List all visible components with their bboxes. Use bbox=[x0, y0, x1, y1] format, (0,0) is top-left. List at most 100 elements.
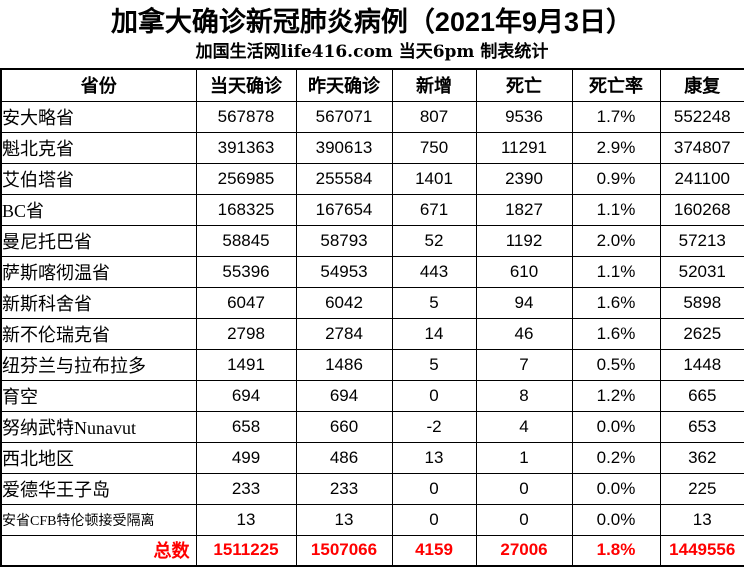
value-cell: 1.1% bbox=[571, 193, 661, 226]
value-cell: 27006 bbox=[475, 534, 573, 567]
table-row: 安大略省 567878 567071 807 9536 1.7% 552248 bbox=[0, 100, 744, 133]
table-row: 育空 694 694 0 8 1.2% 665 bbox=[0, 379, 744, 412]
value-cell: 1192 bbox=[475, 224, 573, 257]
column-header: 新增 bbox=[391, 68, 477, 102]
value-cell: 0.0% bbox=[571, 472, 661, 505]
value-cell: 52 bbox=[391, 224, 477, 257]
value-cell: 4159 bbox=[391, 534, 477, 567]
value-cell: 362 bbox=[659, 441, 744, 474]
table-row: 新斯科舍省 6047 6042 5 94 1.6% 5898 bbox=[0, 286, 744, 319]
value-cell: 6042 bbox=[295, 286, 393, 319]
value-cell: 0 bbox=[391, 503, 477, 536]
column-header: 昨天确诊 bbox=[295, 68, 393, 102]
value-cell: 0 bbox=[475, 472, 573, 505]
table-row: 新不伦瑞克省 2798 2784 14 46 1.6% 2625 bbox=[0, 317, 744, 350]
value-cell: 233 bbox=[295, 472, 393, 505]
province-cell: 新不伦瑞克省 bbox=[0, 317, 197, 350]
value-cell: -2 bbox=[391, 410, 477, 443]
province-cell: 安大略省 bbox=[0, 100, 197, 133]
table-row: 西北地区 499 486 13 1 0.2% 362 bbox=[0, 441, 744, 474]
column-header: 省份 bbox=[0, 68, 197, 102]
value-cell: 255584 bbox=[295, 162, 393, 195]
value-cell: 256985 bbox=[195, 162, 297, 195]
table-row: 魁北克省 391363 390613 750 11291 2.9% 374807 bbox=[0, 131, 744, 164]
table-row: 萨斯喀彻温省 55396 54953 443 610 1.1% 52031 bbox=[0, 255, 744, 288]
value-cell: 54953 bbox=[295, 255, 393, 288]
value-cell: 2784 bbox=[295, 317, 393, 350]
value-cell: 0 bbox=[475, 503, 573, 536]
value-cell: 750 bbox=[391, 131, 477, 164]
table-body: 安大略省 567878 567071 807 9536 1.7% 552248 魁北克省 391… bbox=[0, 100, 744, 567]
value-cell: 13 bbox=[195, 503, 297, 536]
value-cell: 1.2% bbox=[571, 379, 661, 412]
value-cell: 241100 bbox=[659, 162, 744, 195]
value-cell: 94 bbox=[475, 286, 573, 319]
value-cell: 0.9% bbox=[571, 162, 661, 195]
value-cell: 694 bbox=[195, 379, 297, 412]
value-cell: 374807 bbox=[659, 131, 744, 164]
value-cell: 2.9% bbox=[571, 131, 661, 164]
value-cell: 9536 bbox=[475, 100, 573, 133]
province-cell: 西北地区 bbox=[0, 441, 197, 474]
value-cell: 5 bbox=[391, 348, 477, 381]
covid-stats-table: 省份 当天确诊 昨天确诊 新增 死亡 死亡率 康复 安大略省 567878 567071 807 9… bbox=[0, 68, 744, 567]
table-row: 努纳武特Nunavut 658 660 -2 4 0.0% 653 bbox=[0, 410, 744, 443]
value-cell: 390613 bbox=[295, 131, 393, 164]
value-cell: 1827 bbox=[475, 193, 573, 226]
value-cell: 57213 bbox=[659, 224, 744, 257]
province-cell: 纽芬兰与拉布拉多 bbox=[0, 348, 197, 381]
value-cell: 665 bbox=[659, 379, 744, 412]
value-cell: 1.1% bbox=[571, 255, 661, 288]
value-cell: 168325 bbox=[195, 193, 297, 226]
value-cell: 1449556 bbox=[659, 534, 744, 567]
province-cell: 育空 bbox=[0, 379, 197, 412]
value-cell: 13 bbox=[659, 503, 744, 536]
value-cell: 5 bbox=[391, 286, 477, 319]
value-cell: 233 bbox=[195, 472, 297, 505]
value-cell: 5898 bbox=[659, 286, 744, 319]
province-cell: 曼尼托巴省 bbox=[0, 224, 197, 257]
value-cell: 567878 bbox=[195, 100, 297, 133]
value-cell: 14 bbox=[391, 317, 477, 350]
header-row: 省份 当天确诊 昨天确诊 新增 死亡 死亡率 康复 bbox=[0, 68, 744, 102]
value-cell: 1.6% bbox=[571, 286, 661, 319]
value-cell: 0 bbox=[391, 472, 477, 505]
province-cell: 萨斯喀彻温省 bbox=[0, 255, 197, 288]
value-cell: 160268 bbox=[659, 193, 744, 226]
value-cell: 567071 bbox=[295, 100, 393, 133]
province-cell: 新斯科舍省 bbox=[0, 286, 197, 319]
province-cell: 努纳武特Nunavut bbox=[0, 410, 197, 443]
table-row: 安省CFB特伦顿接受隔离 13 13 0 0 0.0% 13 bbox=[0, 503, 744, 536]
value-cell: 6047 bbox=[195, 286, 297, 319]
value-cell: 58845 bbox=[195, 224, 297, 257]
page-title: 加拿大确诊新冠肺炎病例（2021年9月3日） bbox=[110, 7, 634, 37]
table-row: BC省 168325 167654 671 1827 1.1% 160268 bbox=[0, 193, 744, 226]
table-row: 艾伯塔省 256985 255584 1401 2390 0.9% 241100 bbox=[0, 162, 744, 195]
value-cell: 610 bbox=[475, 255, 573, 288]
value-cell: 8 bbox=[475, 379, 573, 412]
value-cell: 0.5% bbox=[571, 348, 661, 381]
value-cell: 4 bbox=[475, 410, 573, 443]
value-cell: 55396 bbox=[195, 255, 297, 288]
value-cell: 0.0% bbox=[571, 503, 661, 536]
value-cell: 1401 bbox=[391, 162, 477, 195]
total-row: 总数 1511225 1507066 4159 27006 1.8% 1449556 bbox=[0, 534, 744, 567]
table-header: 省份 当天确诊 昨天确诊 新增 死亡 死亡率 康复 bbox=[0, 68, 744, 102]
value-cell: 0.0% bbox=[571, 410, 661, 443]
value-cell: 13 bbox=[295, 503, 393, 536]
value-cell: 1 bbox=[475, 441, 573, 474]
value-cell: 58793 bbox=[295, 224, 393, 257]
value-cell: 46 bbox=[475, 317, 573, 350]
province-cell: 艾伯塔省 bbox=[0, 162, 197, 195]
province-cell: 爱德华王子岛 bbox=[0, 472, 197, 505]
value-cell: 7 bbox=[475, 348, 573, 381]
value-cell: 167654 bbox=[295, 193, 393, 226]
value-cell: 52031 bbox=[659, 255, 744, 288]
value-cell: 2390 bbox=[475, 162, 573, 195]
value-cell: 653 bbox=[659, 410, 744, 443]
value-cell: 2.0% bbox=[571, 224, 661, 257]
page-subtitle: 加国生活网life416.com 当天6pm 制表统计 bbox=[195, 42, 549, 62]
province-cell: 安省CFB特伦顿接受隔离 bbox=[0, 503, 197, 536]
value-cell: 486 bbox=[295, 441, 393, 474]
value-cell: 2625 bbox=[659, 317, 744, 350]
